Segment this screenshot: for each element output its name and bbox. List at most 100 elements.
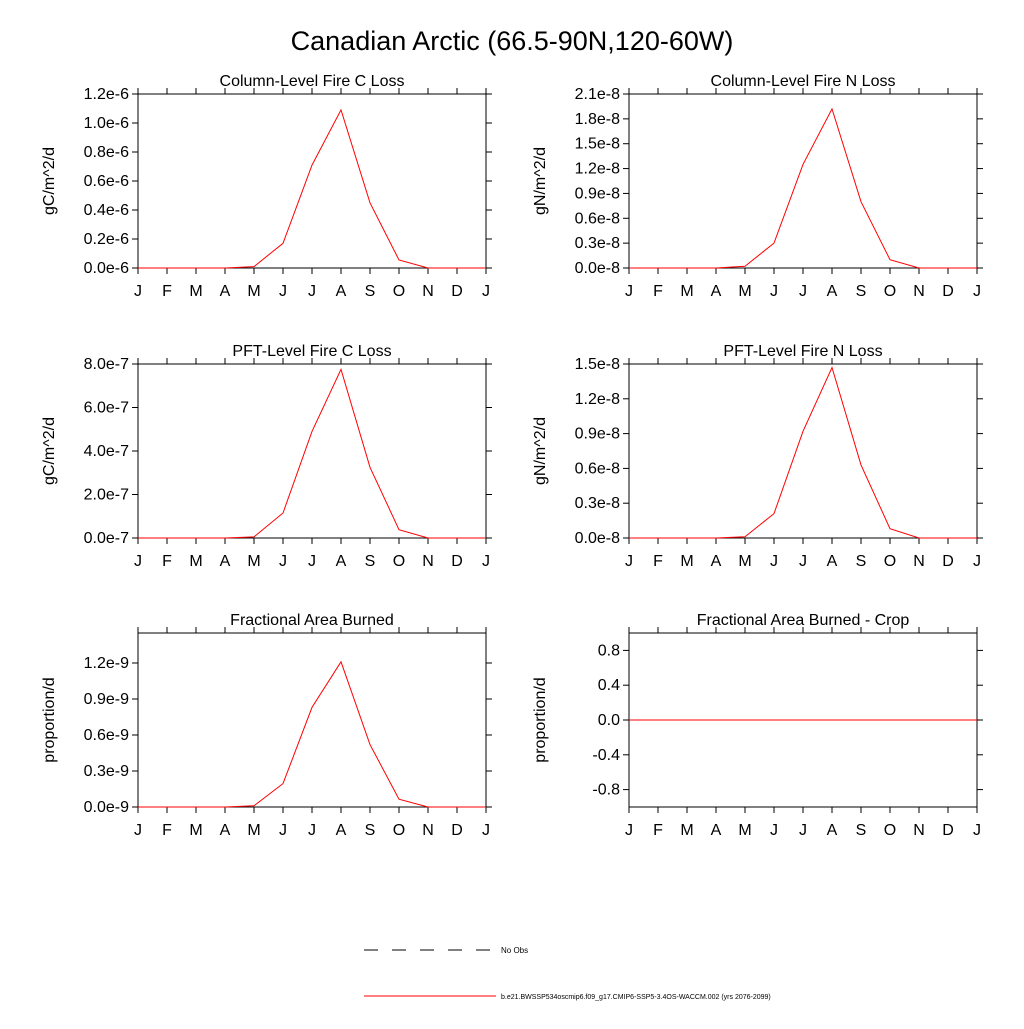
series-line [629,366,977,539]
x-tick-label: M [247,822,260,839]
plot-frame [137,363,487,539]
x-tick-label: J [134,822,142,839]
x-tick-label: N [913,822,925,839]
y-tick-label: 0.6e-9 [84,727,129,744]
x-tick-label: J [625,283,633,300]
x-tick-label: J [482,822,490,839]
y-tick-label: 6.0e-7 [84,400,129,417]
y-tick-label: 1.0e-6 [84,115,129,132]
x-tick-label: N [422,553,434,570]
x-tick-label: M [738,553,751,570]
x-tick-label: A [336,283,347,300]
series-line [629,107,977,269]
figure-title: Canadian Arctic (66.5-90N,120-60W) [291,26,734,56]
y-axis-label: proportion/d [41,677,58,762]
y-tick-label: 1.2e-8 [575,391,620,408]
x-tick-label: A [827,822,838,839]
y-tick-label: 0.8e-6 [84,144,129,161]
y-tick-label: 0.3e-8 [575,235,620,252]
y-tick-label: 0.3e-8 [575,495,620,512]
y-tick-label: 0.8 [598,642,620,659]
x-tick-label: J [279,822,287,839]
y-tick-label: 1.8e-8 [575,111,620,128]
x-tick-label: D [942,822,954,839]
x-tick-label: M [738,283,751,300]
x-tick-label: D [942,553,954,570]
y-tick-label: 4.0e-7 [84,443,129,460]
x-tick-label: M [189,283,202,300]
chart-title: Column-Level Fire C Loss [220,73,405,90]
series-line [138,108,486,269]
x-tick-label: A [711,283,722,300]
y-axis-label: gN/m^2/d [532,147,549,215]
x-tick-label: A [336,822,347,839]
x-tick-label: F [653,822,663,839]
x-tick-label: J [770,822,778,839]
plot-frame [628,363,978,539]
y-tick-label: -0.4 [592,747,620,764]
x-tick-label: A [336,553,347,570]
x-tick-label: J [799,553,807,570]
series-line [138,367,486,539]
x-tick-label: M [247,283,260,300]
y-tick-label: 0.0e-7 [84,530,129,547]
x-tick-label: S [856,553,867,570]
x-tick-label: D [942,283,954,300]
x-tick-label: J [482,553,490,570]
x-tick-label: J [482,283,490,300]
x-tick-label: O [393,822,405,839]
y-tick-label: 0.4 [598,677,620,694]
x-tick-label: J [973,822,981,839]
series-line [138,660,486,808]
x-tick-label: N [913,553,925,570]
x-tick-label: J [799,283,807,300]
x-tick-label: S [365,822,376,839]
x-tick-label: M [680,553,693,570]
chart-title: Column-Level Fire N Loss [711,73,896,90]
legend-model-label: b.e21.BWSSP534oscmip6.f09_g17.CMIP6-SSP5… [501,994,771,1001]
x-tick-label: J [308,553,316,570]
x-tick-label: J [973,553,981,570]
x-tick-label: M [680,822,693,839]
plot-frame [137,93,487,269]
x-tick-label: J [134,553,142,570]
x-tick-label: D [451,822,463,839]
x-tick-label: O [393,553,405,570]
x-tick-label: A [711,553,722,570]
legend: No Obs b.e21.BWSSP534oscmip6.f09_g17.CMI… [364,946,771,1001]
y-tick-label: 0.6e-8 [575,460,620,477]
plot-frame [628,93,978,269]
x-tick-label: S [365,553,376,570]
x-tick-label: J [279,553,287,570]
x-tick-label: A [711,822,722,839]
y-tick-label: 2.0e-7 [84,487,129,504]
y-tick-label: 0.0 [598,712,620,729]
y-tick-label: 8.0e-7 [84,356,129,373]
y-tick-label: 1.5e-8 [575,356,620,373]
x-tick-label: F [162,283,172,300]
x-tick-label: M [680,283,693,300]
x-tick-label: A [827,553,838,570]
chart-title: PFT-Level Fire N Loss [723,343,882,360]
y-axis-label: gN/m^2/d [532,417,549,485]
y-tick-label: 1.2e-8 [575,161,620,178]
x-tick-label: J [308,283,316,300]
x-tick-label: F [162,553,172,570]
x-tick-label: S [365,283,376,300]
x-tick-label: O [884,553,896,570]
x-tick-label: F [653,553,663,570]
y-tick-label: 1.5e-8 [575,136,620,153]
y-tick-label: 0.9e-8 [575,426,620,443]
y-axis-label: gC/m^2/d [41,417,58,485]
chart-title: Fractional Area Burned - Crop [697,612,910,629]
x-tick-label: A [220,822,231,839]
x-tick-label: M [738,822,751,839]
y-tick-label: 0.9e-9 [84,691,129,708]
y-tick-label: 0.4e-6 [84,202,129,219]
legend-no-obs-label: No Obs [501,946,528,955]
